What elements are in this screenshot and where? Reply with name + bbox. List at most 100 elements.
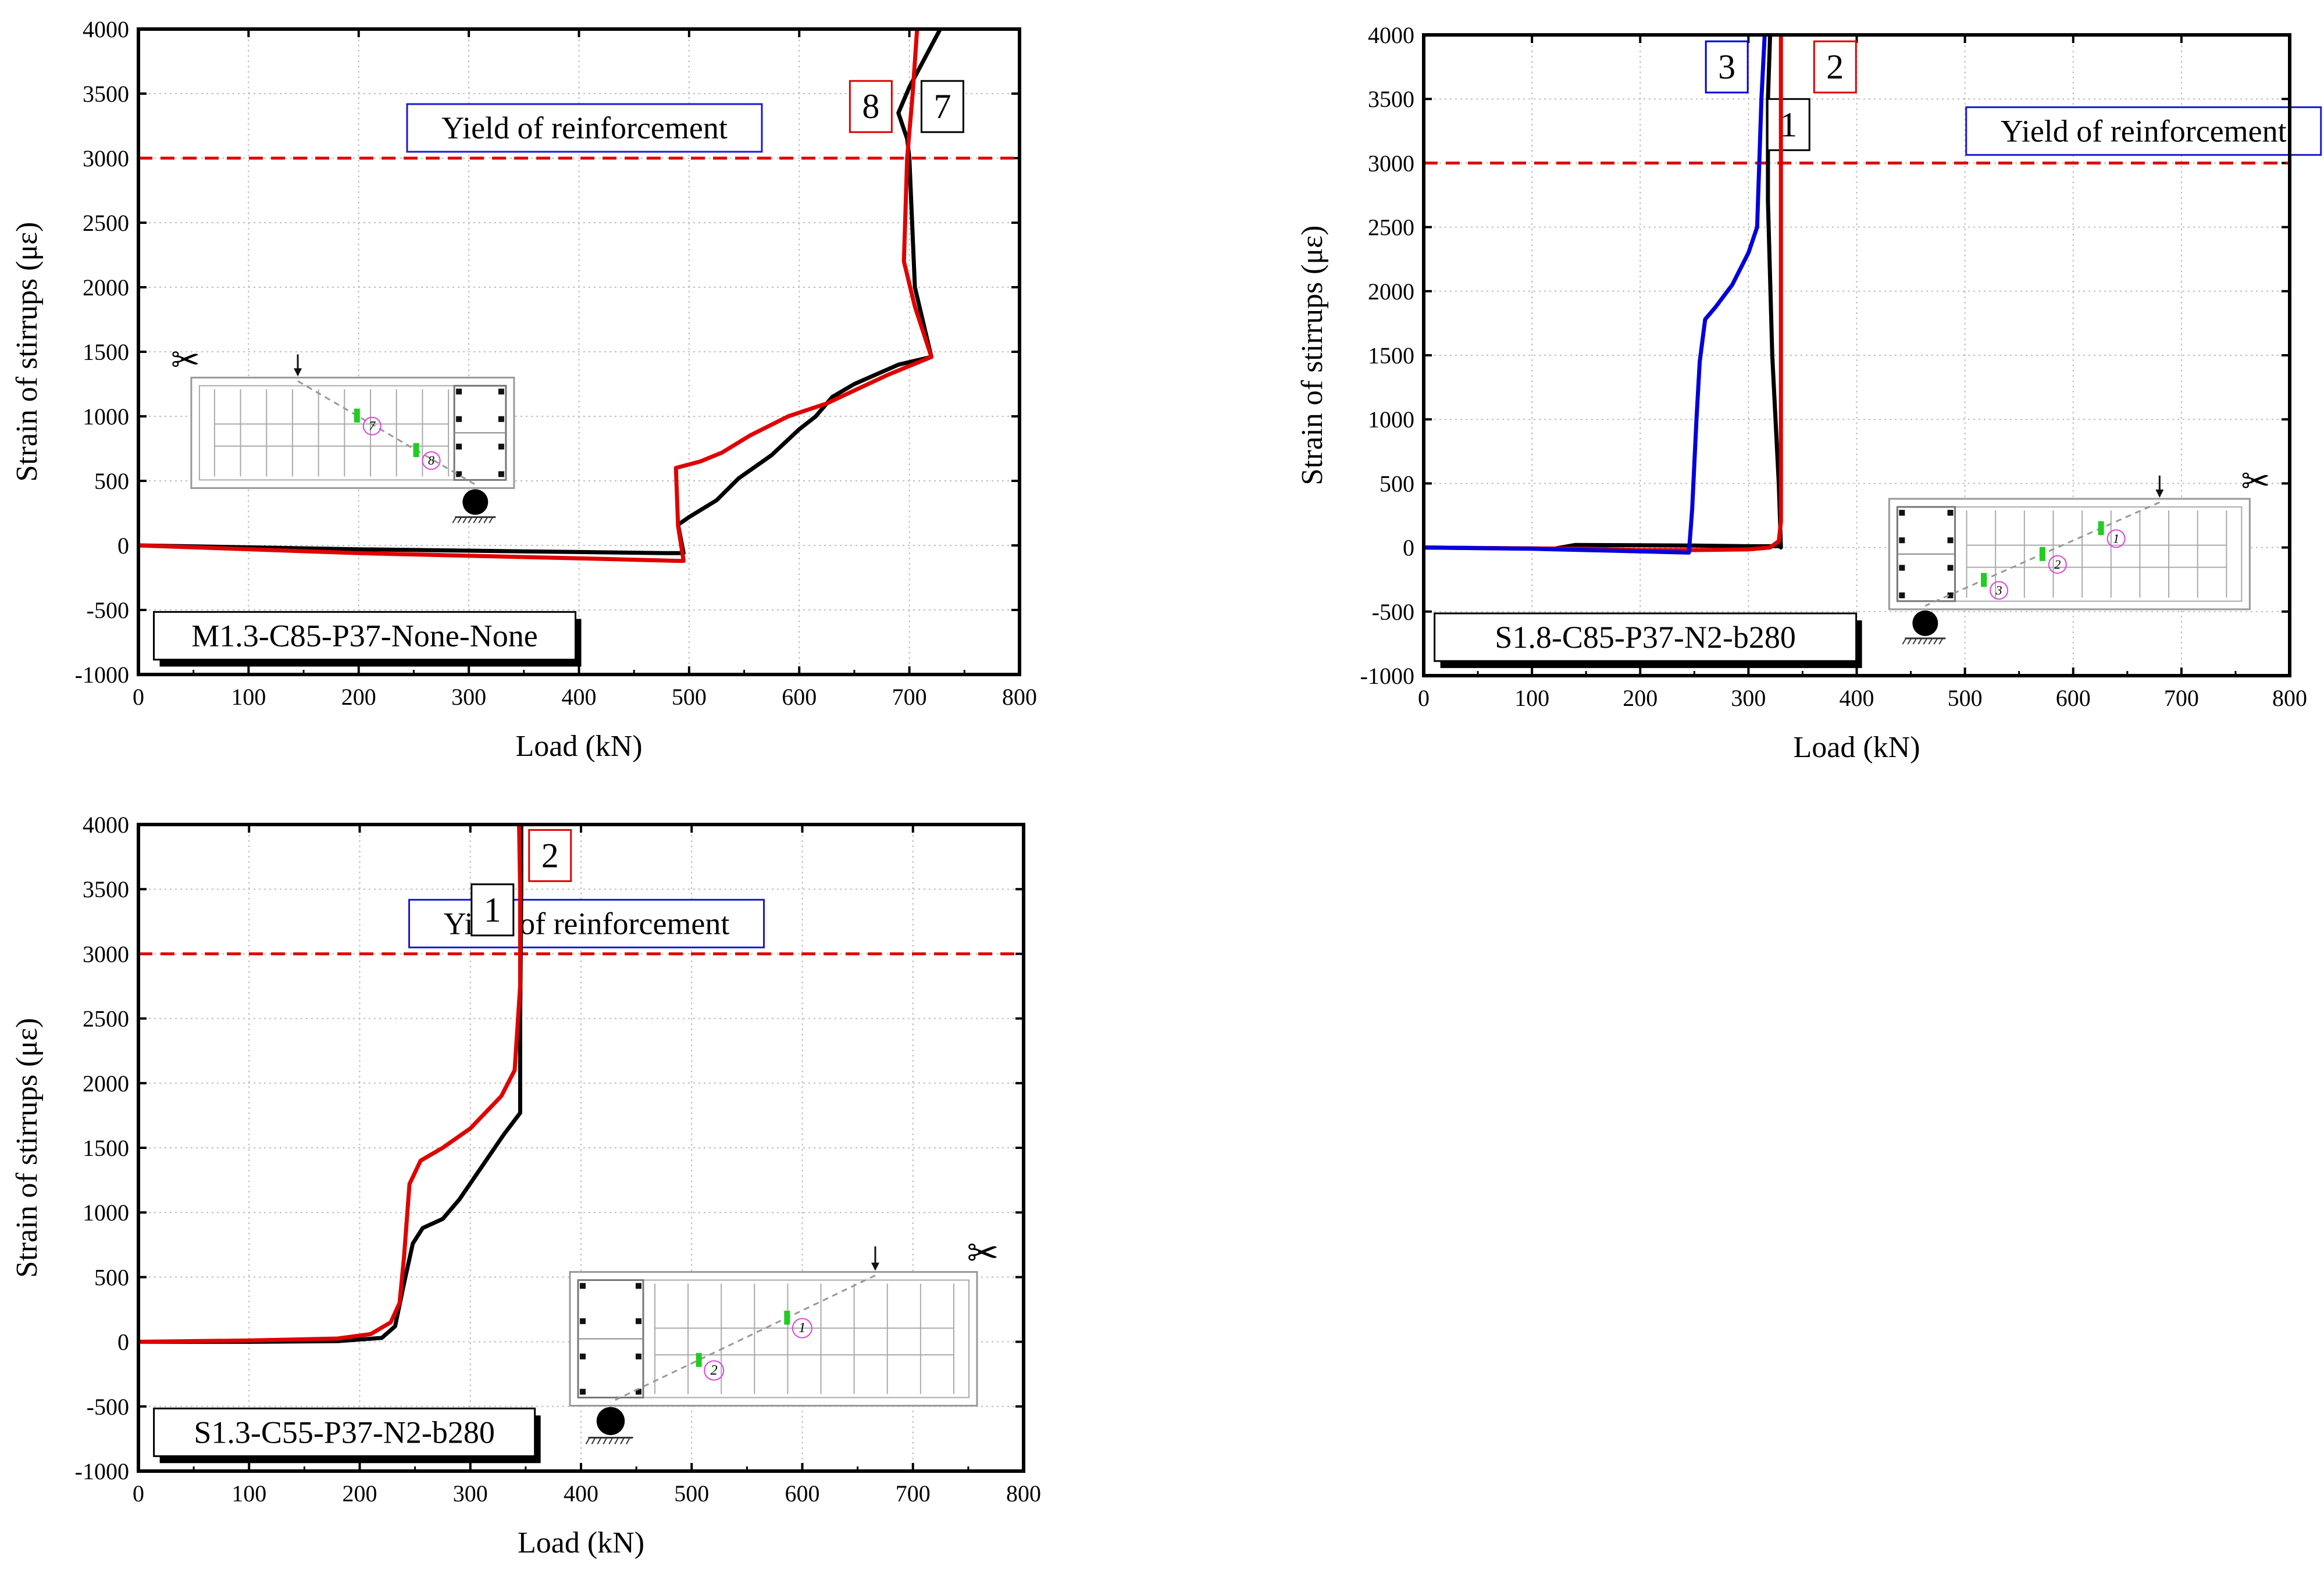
x-axis-title: Load (kN)	[1793, 731, 1920, 764]
gauge-marker	[422, 451, 441, 470]
x-tick-label: 800	[1006, 1480, 1041, 1507]
series-label-box	[470, 883, 515, 937]
load-arrow-head	[2155, 489, 2164, 498]
rebar-dot	[635, 1353, 641, 1359]
y-tick-label: 3000	[1368, 150, 1414, 176]
beam-inset-diagram: 1 2 3 ✂	[1888, 462, 2270, 645]
support-hatch	[1917, 638, 1923, 645]
yield-label-box	[406, 103, 763, 153]
rebar-dot	[579, 1318, 586, 1325]
rebar-dot	[498, 388, 504, 395]
rebar-dot	[1947, 537, 1954, 544]
x-tick-label: 700	[2164, 685, 2199, 711]
x-tick-label: 400	[564, 1480, 598, 1507]
y-tick-label: 3500	[1368, 86, 1414, 112]
series-label-box	[1766, 98, 1810, 151]
y-tick-label: -500	[1372, 599, 1414, 625]
rebar-dot	[1899, 509, 1905, 516]
x-tick-label: 100	[1514, 685, 1549, 711]
load-arrow-head	[294, 368, 302, 377]
rebar-dot	[579, 1389, 586, 1395]
series-label: 7	[933, 87, 951, 126]
x-tick-label: 200	[1623, 685, 1658, 711]
series-label: 2	[1826, 48, 1844, 86]
y-tick-label: 2500	[1368, 215, 1414, 241]
x-tick-label: 600	[782, 684, 817, 710]
rebar-dot	[1947, 565, 1954, 571]
y-tick-label: 1500	[1368, 342, 1414, 369]
y-tick-label: -500	[87, 1394, 129, 1420]
support-hatch	[626, 1437, 630, 1444]
specimen-label: S1.3-C55-P37-N2-b280	[194, 1415, 495, 1450]
gauge-marker	[2106, 529, 2126, 548]
yield-label: Yield of reinforcement	[2001, 113, 2287, 148]
rebar-dot	[1947, 509, 1954, 516]
beam-inset-diagram: 7 8 ✂	[171, 341, 515, 523]
support-hatch	[452, 516, 457, 523]
strain-gauge	[354, 408, 360, 423]
x-tick-label: 800	[1002, 684, 1037, 710]
specimen-label-box	[153, 611, 577, 661]
series-line-8	[138, 28, 933, 563]
x-tick-label: 0	[133, 1480, 144, 1507]
y-tick-label: 4000	[83, 16, 129, 42]
y-tick-label: -500	[87, 597, 129, 623]
specimen-label: S1.8-C85-P37-N2-b280	[1495, 620, 1796, 655]
chart-panel-3: 0 100 200 300 400 500 600 700 800 -1000 -500 0 500 10…	[10, 812, 1041, 1559]
y-tick-label: -1000	[1360, 663, 1414, 689]
series-label: 2	[541, 836, 559, 875]
strain-gauge	[696, 1352, 702, 1367]
support-hatch	[1912, 638, 1917, 645]
support-hatch	[1933, 638, 1938, 645]
support-hatch	[591, 1437, 596, 1444]
support-hatch	[608, 1437, 614, 1444]
yield-label-box	[1965, 106, 2322, 156]
x-tick-label: 400	[1840, 685, 1874, 711]
x-tick-label: 100	[231, 1480, 266, 1507]
gauge-number: 3	[1995, 583, 2002, 597]
x-tick-label: 700	[892, 684, 927, 710]
strain-gauge	[2098, 521, 2104, 536]
y-tick-label: 2000	[83, 1070, 129, 1097]
series-label: 3	[1718, 48, 1735, 86]
support-hatch	[468, 516, 473, 523]
y-tick-label: 0	[117, 533, 129, 559]
x-tick-label: 100	[231, 684, 266, 710]
rebar-dot	[1899, 565, 1905, 571]
x-tick-label: 500	[674, 1480, 709, 1507]
series-label-box	[920, 80, 964, 133]
y-tick-label: 4000	[1368, 22, 1414, 48]
series-line-2	[138, 824, 522, 1344]
series-label-box	[1705, 40, 1749, 94]
series-label-box	[1813, 40, 1857, 94]
x-tick-label: 200	[341, 684, 376, 710]
specimen-label-box	[1434, 612, 1858, 662]
support-hatch	[462, 516, 468, 523]
rebar-dot	[1899, 537, 1905, 544]
y-tick-label: 1500	[83, 339, 129, 365]
rebar-dot	[579, 1353, 586, 1359]
y-tick-label: 1000	[83, 1200, 129, 1226]
series-line-3	[1423, 34, 1767, 555]
beam-outline	[1888, 498, 2251, 611]
load-arrow-head	[871, 1262, 879, 1271]
series-line-1	[138, 825, 523, 1344]
rebar-dot	[635, 1389, 641, 1395]
support-hatch	[473, 516, 478, 523]
support-hatch	[1938, 638, 1944, 645]
y-tick-label: 3000	[83, 941, 129, 967]
beam-inset-diagram: 1 2 ✂	[569, 1233, 999, 1444]
support-roller	[1912, 610, 1938, 636]
rebar-dot	[456, 388, 462, 395]
support-hatch	[1928, 638, 1933, 645]
gauge-number: 1	[2113, 531, 2119, 545]
x-axis-title: Load (kN)	[515, 730, 642, 763]
strain-gauge	[1981, 573, 1987, 587]
specimen-label: M1.3-C85-P37-None-None	[191, 618, 537, 653]
yield-label-box	[408, 898, 765, 948]
plot-frame	[1422, 33, 2291, 677]
y-tick-label: 2000	[1368, 279, 1414, 305]
series-label-box	[849, 80, 893, 133]
support-hatch	[614, 1437, 619, 1444]
y-tick-label: 2000	[83, 274, 129, 301]
